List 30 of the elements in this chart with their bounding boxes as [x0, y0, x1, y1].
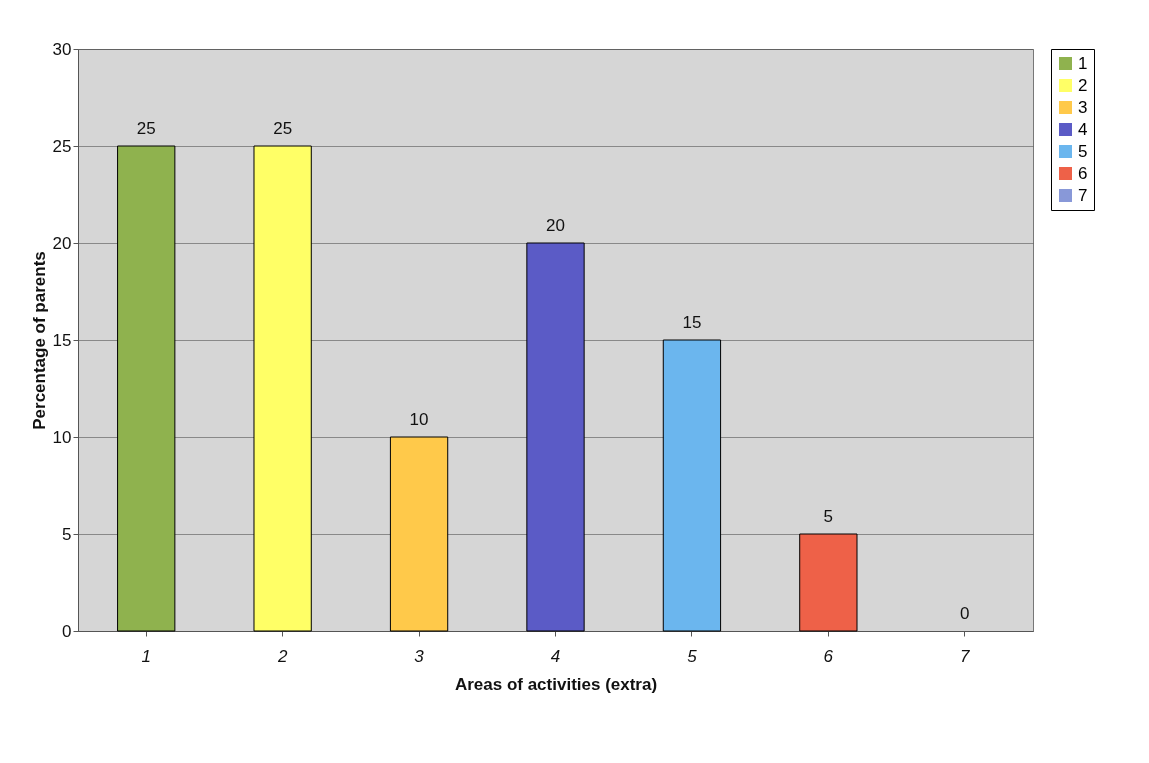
x-tick-label: 6 [823, 646, 834, 666]
x-tick-label: 3 [414, 646, 425, 666]
y-axis-title: Percentage of parents [29, 251, 49, 430]
legend-label: 4 [1078, 119, 1088, 139]
x-tick-label: 2 [276, 646, 288, 666]
y-tick-label: 0 [62, 621, 72, 641]
y-tick-label: 10 [52, 427, 72, 447]
data-label: 15 [682, 313, 702, 332]
legend-label: 6 [1078, 163, 1088, 183]
legend-label: 1 [1078, 53, 1088, 73]
legend-label: 3 [1078, 97, 1088, 117]
x-tick-label: 4 [550, 646, 561, 666]
y-tick-label: 30 [52, 39, 72, 59]
data-label: 5 [823, 507, 834, 526]
y-tick-label: 5 [62, 524, 72, 544]
y-tick-label: 20 [52, 233, 72, 253]
y-tick-label: 15 [52, 330, 72, 350]
x-tick-label: 1 [141, 646, 151, 666]
legend-label: 5 [1078, 141, 1088, 161]
data-label: 25 [273, 119, 293, 138]
x-tick-label: 7 [960, 646, 971, 666]
data-label: 25 [136, 119, 156, 138]
x-axis-title: Areas of activities (extra) [454, 674, 658, 694]
y-tick-label: 25 [52, 136, 72, 156]
data-label: 20 [546, 216, 565, 235]
data-label: 10 [409, 410, 429, 429]
legend-label: 2 [1078, 75, 1088, 95]
legend-label: 7 [1078, 185, 1088, 205]
x-tick-label: 5 [687, 646, 698, 666]
data-label: 0 [960, 604, 970, 623]
